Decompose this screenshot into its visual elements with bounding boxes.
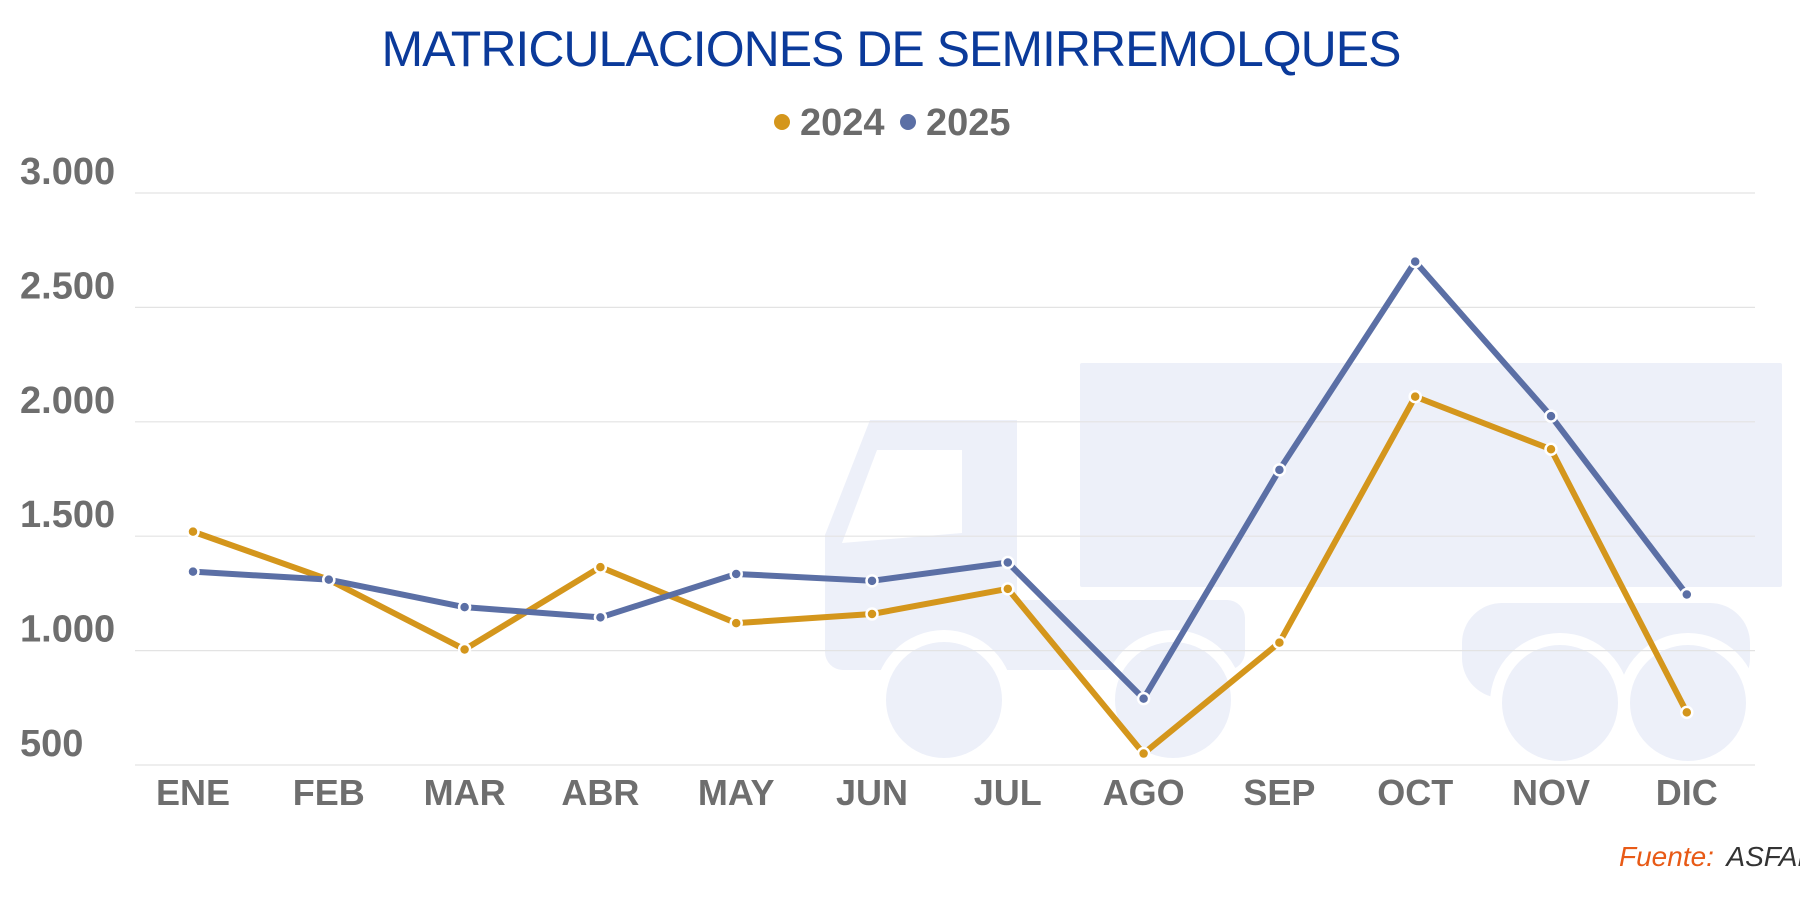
x-tick-label: ENE <box>156 772 230 813</box>
data-point-2024-SEP[interactable] <box>1272 635 1287 650</box>
y-tick-label: 3.000 <box>20 151 115 193</box>
y-tick-label: 1.500 <box>20 494 115 536</box>
source-value: ASFARES <box>1724 841 1800 872</box>
data-point-2024-ABR[interactable] <box>593 560 608 574</box>
data-point-2024-MAR[interactable] <box>457 642 472 657</box>
data-point-2025-AGO[interactable] <box>1136 691 1151 706</box>
series-points <box>186 254 1694 761</box>
chart-title: MATRICULACIONES DE SEMIRREMOLQUES <box>381 21 1400 77</box>
series-line-2024 <box>190 393 1690 757</box>
x-tick-label: MAY <box>698 772 775 813</box>
data-point-2024-JUN[interactable] <box>865 607 879 621</box>
data-point-2024-MAY[interactable] <box>729 616 743 630</box>
data-point-2025-JUN[interactable] <box>865 574 879 588</box>
x-tick-label: MAR <box>424 772 506 813</box>
data-point-2024-DIC[interactable] <box>1680 705 1694 720</box>
y-tick-label: 1.000 <box>20 609 115 651</box>
x-tick-label: AGO <box>1103 772 1185 813</box>
data-point-2025-FEB[interactable] <box>322 572 336 587</box>
data-point-2024-JUL[interactable] <box>1001 582 1015 596</box>
x-tick-label: OCT <box>1377 772 1453 813</box>
truck-icon <box>825 363 1782 773</box>
x-tick-label: FEB <box>293 772 365 813</box>
x-tick-label: NOV <box>1512 772 1590 813</box>
data-point-2025-JUL[interactable] <box>1001 555 1015 570</box>
legend-marker-2024 <box>774 114 790 130</box>
data-point-2025-DIC[interactable] <box>1680 587 1694 602</box>
y-tick-label: 500 <box>20 723 83 765</box>
data-point-2024-AGO[interactable] <box>1136 746 1151 761</box>
data-point-2024-OCT[interactable] <box>1408 389 1422 404</box>
gridlines <box>135 192 1755 766</box>
legend-marker-2025 <box>900 114 916 130</box>
y-axis: 500 1.000 1.500 2.000 2.500 3.000 <box>20 151 115 765</box>
data-point-2025-MAR[interactable] <box>457 600 472 614</box>
data-point-2025-SEP[interactable] <box>1272 463 1287 477</box>
source-note: Fuente: ASFARES <box>1619 841 1800 872</box>
x-tick-label: SEP <box>1243 772 1315 813</box>
legend-label-2024: 2024 <box>800 102 885 144</box>
x-tick-label: DIC <box>1656 772 1718 813</box>
data-point-2024-NOV[interactable] <box>1544 442 1558 457</box>
svg-text:Fuente: ASFARES: Fuente: ASFARES <box>1619 841 1800 872</box>
legend-label-2025: 2025 <box>926 102 1011 144</box>
data-point-2025-MAY[interactable] <box>729 567 743 581</box>
data-point-2024-ENE[interactable] <box>186 524 200 539</box>
data-point-2025-ABR[interactable] <box>593 610 608 625</box>
data-point-2025-NOV[interactable] <box>1544 409 1558 423</box>
y-tick-label: 2.000 <box>20 380 115 422</box>
x-tick-label: JUN <box>836 772 908 813</box>
x-tick-label: ABR <box>561 772 639 813</box>
series-lines <box>190 258 1690 757</box>
data-point-2025-OCT[interactable] <box>1408 254 1422 269</box>
legend: 2024 2025 <box>774 102 1011 144</box>
x-axis: ENE FEB MAR ABR MAY JUN JUL AGO SEP OCT NOV DIC <box>156 772 1718 813</box>
series-line-2025 <box>190 258 1690 702</box>
source-label: Fuente: <box>1619 841 1714 872</box>
y-tick-label: 2.500 <box>20 265 115 307</box>
data-point-2025-ENE[interactable] <box>186 564 200 579</box>
x-tick-label: JUL <box>974 772 1042 813</box>
